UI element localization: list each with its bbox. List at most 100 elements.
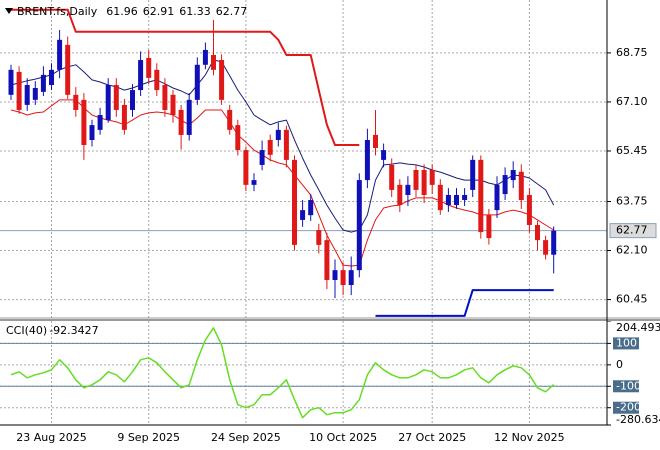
candle-body [316,230,322,245]
candle-body [251,180,257,185]
indicator-line [11,8,360,146]
candle-body [138,60,144,91]
y-tick-label: 62.10 [616,244,648,257]
y-tick-label: 204.493 [616,321,660,334]
candle-body [454,194,459,206]
candle-body [502,175,508,195]
candle-body [364,139,370,181]
candle-body [121,104,127,130]
x-tick-label: 24 Sep 2025 [211,431,281,444]
candle-body [267,139,273,155]
x-tick-label: 27 Oct 2025 [398,431,466,444]
x-tick-label: 9 Sep 2025 [117,431,180,444]
y-tick-label: -100 [616,379,641,392]
candle-body [275,129,281,140]
candle-body [292,159,297,245]
candle-body [462,194,468,201]
candle-body [73,94,79,110]
title-marker [5,8,13,14]
y-tick-label: 100 [616,336,637,349]
candle-body [49,69,54,85]
candle-body [421,169,427,195]
candle-body [300,210,306,220]
x-tick-label: 12 Nov 2025 [494,431,564,444]
indicator-line [10,59,555,233]
candle-body [243,150,249,185]
candle-body [235,125,241,151]
candle-body [65,44,71,95]
candle-body [308,200,314,216]
chart-title: BRENT.fs,Daily 61.96 62.91 61.33 62.77 [17,5,247,18]
candle-body [348,270,354,286]
candle-body [186,99,192,135]
candle-body [405,184,411,195]
y-tick-label: 63.75 [616,194,648,207]
indicator-line [10,327,555,419]
y-tick-label: 60.45 [616,293,648,306]
candle-body [178,109,184,135]
candle-body [162,84,168,110]
candle-body [551,230,557,255]
y-tick-label: 65.45 [616,144,648,157]
candle-body [130,90,135,110]
symbol: BRENT.fs,Daily [17,5,98,18]
y-tick-box [613,380,639,393]
candle-body [194,64,200,100]
last-low: 61.33 [179,5,211,18]
candle-body [397,184,403,206]
candle-body [283,129,289,160]
candle-body [332,270,338,280]
candle-body [518,171,524,201]
candle-body [16,71,22,110]
indicator-value: -92.3427 [49,324,98,337]
candle-body [227,109,233,130]
candle-body [437,184,443,211]
y-tick-label: 68.75 [616,46,648,59]
candle-body [57,39,63,70]
current-price-box [609,223,657,239]
y-tick-label: -280.634 [616,413,660,426]
candle-body [113,84,119,110]
candle-body [170,94,176,116]
y-tick-label: -200 [616,401,641,414]
last-high: 62.91 [143,5,175,18]
candle-body [97,115,103,130]
candle-body [202,49,208,65]
last-close: 62.77 [216,5,248,18]
y-tick-box [613,337,639,350]
candle-body [526,194,532,225]
candle-body [40,74,46,92]
candle-body [445,194,451,206]
indicator-name: CCI(40) [6,324,47,337]
y-tick-label: 67.10 [616,95,648,108]
y-tick-label: 0 [616,358,623,371]
candle-body [219,60,225,100]
x-tick-label: 10 Oct 2025 [309,431,377,444]
candle-body [470,159,476,190]
candle-body [259,150,265,165]
candle-body [429,169,435,185]
candle-body [154,69,160,91]
candle-body [340,270,346,286]
candle-body [535,224,540,241]
candle-body [81,99,87,146]
candle-body [373,134,378,149]
candle-body [32,87,38,100]
candle-body [389,164,395,190]
candle-body [89,125,95,140]
candle-body [478,159,484,233]
candle-body [146,57,152,78]
candle-body [486,215,492,239]
y-tick-box [613,401,639,414]
candle-body [8,69,14,95]
indicator-line [375,289,554,317]
candle-body [324,240,330,280]
x-tick-label: 23 Aug 2025 [16,431,86,444]
candle-body [211,54,216,70]
last-open: 61.96 [106,5,138,18]
candle-body [356,180,362,271]
candle-body [413,169,419,190]
candle-body [543,240,549,255]
